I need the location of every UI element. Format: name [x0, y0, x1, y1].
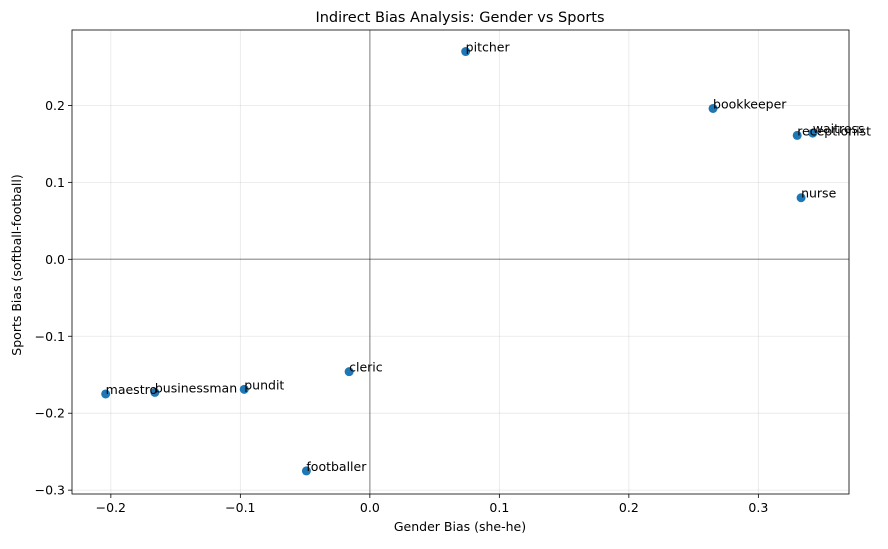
- scatter-point-pitcher: [461, 47, 471, 57]
- scatter-point-businessman: [150, 387, 160, 397]
- point-label-maestro: maestro: [106, 382, 157, 397]
- axis-ticks: −0.2 −0.1 0.0 0.1 0.2 0.3 −0.3 −0.2 −0.1 0.0 0.1 0.…: [35, 98, 769, 515]
- scatter-point-maestro: [101, 389, 111, 399]
- y-tick-label: −0.1: [35, 329, 65, 344]
- point-label-pundit: pundit: [244, 377, 284, 392]
- point-label-cleric: cleric: [349, 360, 383, 375]
- y-tick-label: 0.2: [45, 98, 65, 113]
- scatter-point-receptionist: [792, 130, 802, 140]
- point-label-pitcher: pitcher: [466, 40, 511, 55]
- point-label-businessman: businessman: [155, 380, 237, 395]
- point-label-waitress: waitress: [813, 121, 865, 136]
- scatter-point-footballer: [301, 466, 311, 476]
- point-label-bookkeeper: bookkeeper: [713, 96, 787, 111]
- point-label-nurse: nurse: [801, 186, 836, 201]
- scatter-point-nurse: [796, 193, 806, 203]
- y-tick-label: 0.0: [45, 252, 65, 267]
- x-tick-label: −0.2: [96, 500, 126, 515]
- point-label-receptionist: receptionist: [797, 123, 871, 138]
- scatter-point-pundit: [239, 384, 249, 394]
- grid: [72, 30, 849, 494]
- scatter-point-bookkeeper: [708, 103, 718, 113]
- plot-area-frame: [71, 29, 850, 495]
- chart-title: Indirect Bias Analysis: Gender vs Sports: [315, 10, 604, 26]
- x-axis-label: Gender Bias (she-he): [394, 519, 526, 534]
- reference-lines: [72, 30, 849, 494]
- y-tick-label: 0.1: [45, 175, 65, 190]
- y-tick-label: −0.3: [35, 483, 65, 498]
- y-tick-label: −0.2: [35, 406, 65, 421]
- scatter-point-cleric: [344, 367, 354, 377]
- x-tick-label: 0.3: [748, 500, 768, 515]
- y-axis-label: Sports Bias (softball-football): [9, 174, 24, 355]
- x-tick-label: 0.1: [489, 500, 509, 515]
- data-points: [101, 47, 818, 476]
- point-label-footballer: footballer: [306, 459, 367, 474]
- x-tick-label: 0.0: [360, 500, 380, 515]
- scatter-point-waitress: [808, 128, 818, 138]
- x-tick-label: −0.1: [225, 500, 255, 515]
- x-tick-label: 0.2: [619, 500, 639, 515]
